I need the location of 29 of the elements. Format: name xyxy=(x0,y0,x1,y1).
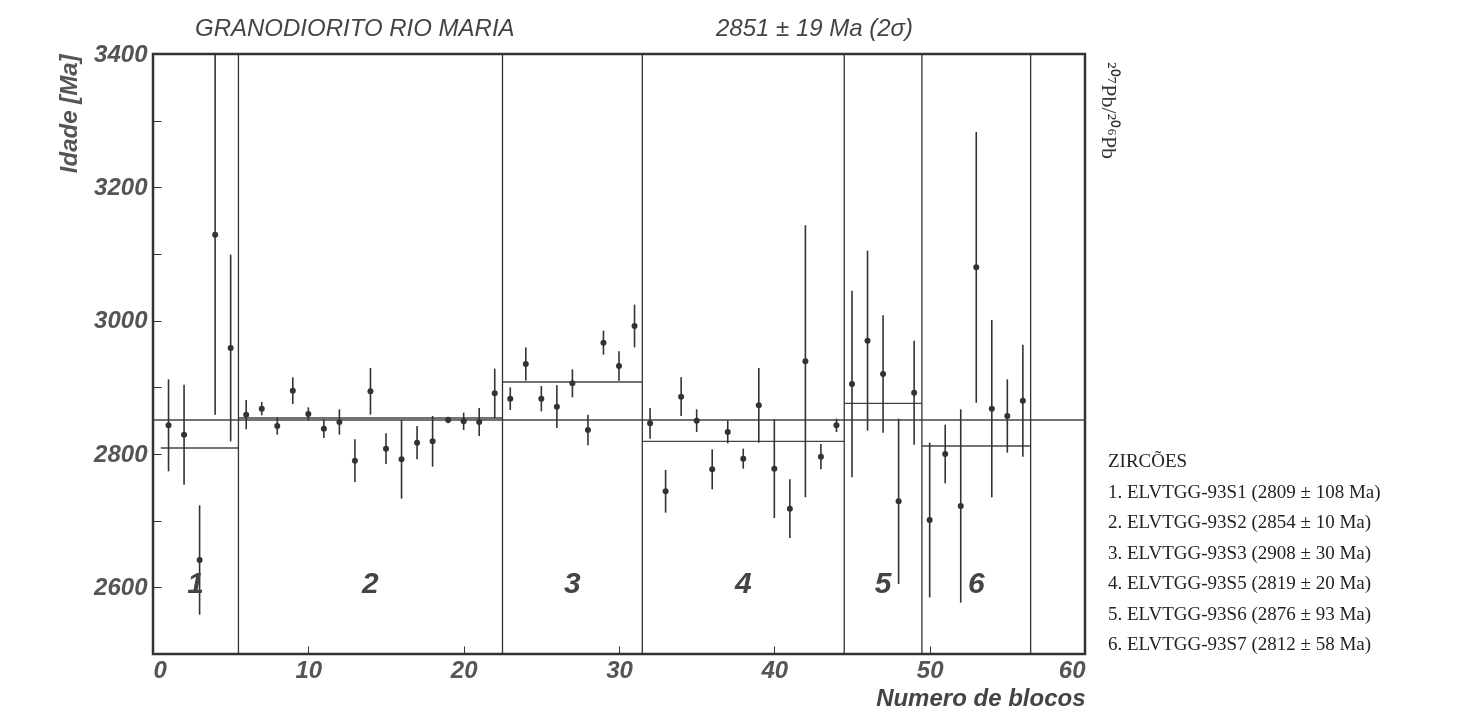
y-tick-label: 2800 xyxy=(93,439,149,467)
x-tick-label: 10 xyxy=(295,655,323,683)
x-tick-label: 40 xyxy=(760,655,789,683)
annotation: 3 xyxy=(564,566,582,599)
text: 2. ELVTGG-93S2 (2854 ± 10 Ma) xyxy=(1108,510,1373,534)
text: 6. ELVTGG-93S7 (2812 ± 58 Ma) xyxy=(1108,632,1373,656)
y2-axis-title: ²⁰⁷Pb/²⁰⁶Pb xyxy=(1096,62,1123,160)
text: ZIRCÕES xyxy=(1108,449,1189,473)
text: 4. ELVTGG-93S5 (2819 ± 20 Ma) xyxy=(1108,571,1373,595)
x-tick-label: 50 xyxy=(916,655,945,683)
chart-subtitle: 2851 ± 19 Ma (2σ) xyxy=(716,14,914,42)
text: 5. ELVTGG-93S6 (2876 ± 93 Ma) xyxy=(1108,601,1373,626)
y-tick-label: 2600 xyxy=(93,572,149,600)
x-tick-label: 0 xyxy=(153,655,168,683)
annotation: 4 xyxy=(733,566,752,599)
annotation: 6 xyxy=(967,566,985,599)
y-tick-label: 3200 xyxy=(94,172,149,200)
x-tick-label: 20 xyxy=(449,655,479,683)
x-tick-label: 30 xyxy=(606,655,634,683)
annotation: 2 xyxy=(361,566,380,599)
annotation: 5 xyxy=(874,566,893,599)
y-axis-title: Idade [Ma] xyxy=(55,53,83,174)
x-tick-label: 60 xyxy=(1058,655,1087,683)
x-axis-title: Numero de blocos xyxy=(876,683,1086,711)
y-tick-label: 3000 xyxy=(94,306,149,334)
text: 1. ELVTGG-93S1 (2809 ± 108 Ma) xyxy=(1108,479,1381,504)
chart-title: GRANODIORITO RIO MARIA xyxy=(195,14,515,42)
text: 3. ELVTGG-93S3 (2908 ± 30 Ma) xyxy=(1108,540,1373,565)
y-tick-label: 3400 xyxy=(94,39,149,67)
